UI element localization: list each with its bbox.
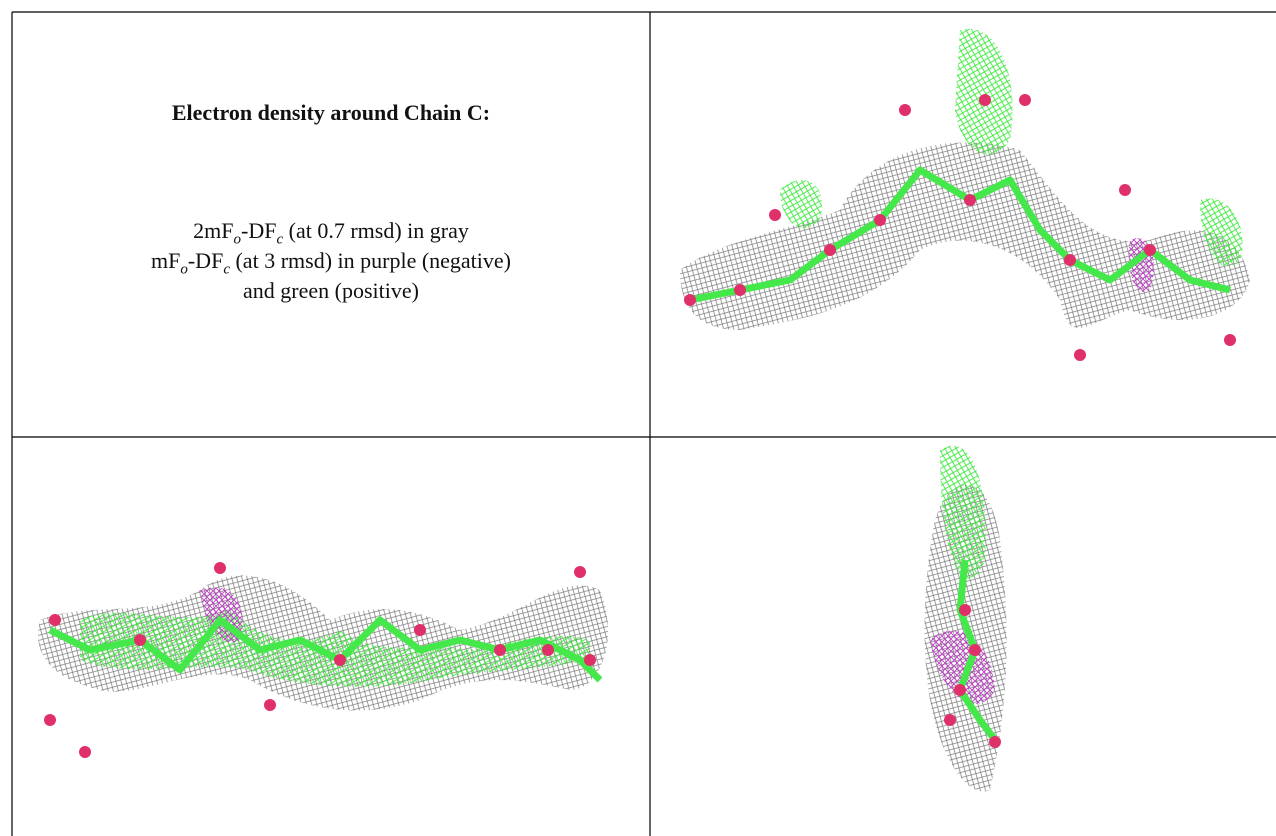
text: -DF (187, 248, 224, 273)
text: -DF (241, 218, 277, 243)
subscript: o (180, 261, 188, 278)
caption-title: Electron density around Chain C: (171, 100, 491, 125)
density-bottom-left (38, 562, 609, 758)
text: mF (151, 248, 181, 273)
text: (at 0.7 rmsd) in gray (283, 218, 469, 243)
table-borders (11, 11, 1276, 836)
caption-line: mFo-DFc (at 3 rmsd) in purple (negative) (12, 248, 650, 278)
text: 2mF (193, 218, 234, 243)
subscript: o (233, 231, 242, 248)
density-top-right (680, 28, 1250, 361)
caption-line: 2mFo-DFc (at 0.7 rmsd) in gray (12, 218, 650, 248)
caption-line: and green (positive) (243, 278, 419, 303)
density-bottom-right (924, 445, 1007, 792)
text: (at 3 rmsd) in purple (negative) (229, 248, 511, 273)
subscript: c (276, 231, 284, 248)
subscript: c (223, 261, 230, 278)
